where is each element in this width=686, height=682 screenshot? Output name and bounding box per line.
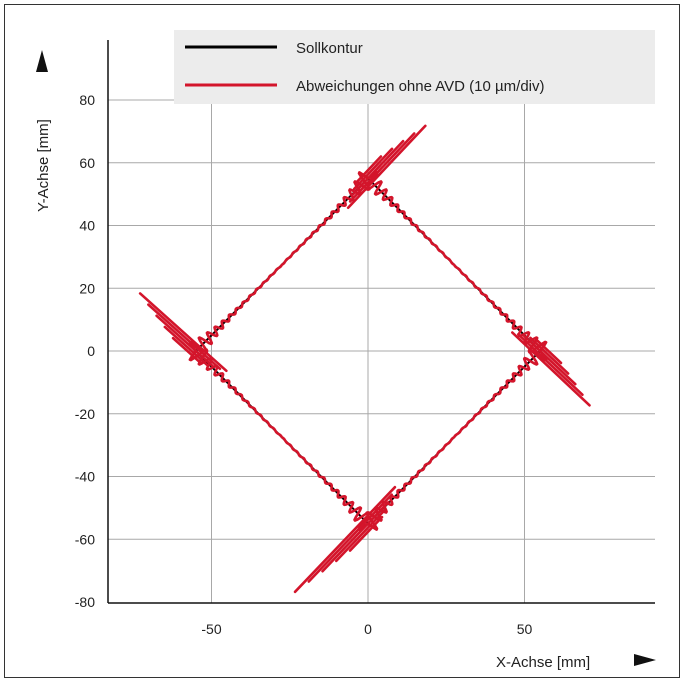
- corner-spike: [334, 508, 387, 563]
- y-tick-label: 0: [87, 343, 95, 359]
- corner-spike: [535, 338, 563, 365]
- x-tick-label: 50: [517, 621, 533, 637]
- corner-spike: [352, 147, 394, 191]
- y-tick-label: -20: [75, 406, 95, 422]
- y-tick-label: 60: [79, 155, 95, 171]
- y-tick-label: 80: [79, 92, 95, 108]
- x-tick-label: -50: [201, 621, 221, 637]
- corner-spike: [348, 132, 416, 203]
- legend-label-sollkontur: Sollkontur: [296, 40, 363, 57]
- arrow-up-icon: [36, 50, 48, 72]
- corner-spike: [147, 303, 222, 371]
- x-tick-label: 0: [364, 621, 372, 637]
- legend-label-abweichungen: Abweichungen ohne AVD (10 µm/div): [296, 78, 545, 95]
- y-tick-label: -80: [75, 594, 95, 610]
- corner-spike: [529, 336, 570, 375]
- y-tick-label: -40: [75, 469, 95, 485]
- corner-spike: [171, 336, 202, 365]
- plot-area: [138, 124, 591, 594]
- chart-frame: [4, 4, 680, 678]
- corner-spike: [155, 314, 215, 369]
- corner-spike: [511, 331, 591, 407]
- corner-spike: [307, 493, 393, 583]
- corner-spike: [350, 139, 405, 197]
- corner-spike: [354, 155, 383, 184]
- y-axis-label: Y-Achse [mm]: [35, 119, 52, 212]
- corner-spike: [138, 292, 228, 373]
- axes: [107, 40, 655, 604]
- corner-spike: [523, 334, 577, 386]
- corner-spike: [348, 515, 384, 552]
- y-tick-label: 40: [79, 218, 95, 234]
- corner-spike: [163, 325, 209, 367]
- x-axis-label: X-Achse [mm]: [496, 654, 590, 671]
- corner-spike: [293, 485, 397, 594]
- y-tick-label: 20: [79, 280, 95, 296]
- corner-spike: [321, 500, 390, 573]
- arrow-right-icon: [634, 654, 656, 666]
- legend: Sollkontur Abweichungen ohne AVD (10 µm/…: [174, 30, 655, 104]
- corner-spike: [346, 124, 427, 210]
- y-tick-label: -60: [75, 531, 95, 547]
- corner-spike: [517, 333, 584, 397]
- legend-background: [174, 30, 655, 104]
- tick-labels: -80 -60 -40 -20 0 20 40 60 80 -50 0 50: [75, 92, 533, 637]
